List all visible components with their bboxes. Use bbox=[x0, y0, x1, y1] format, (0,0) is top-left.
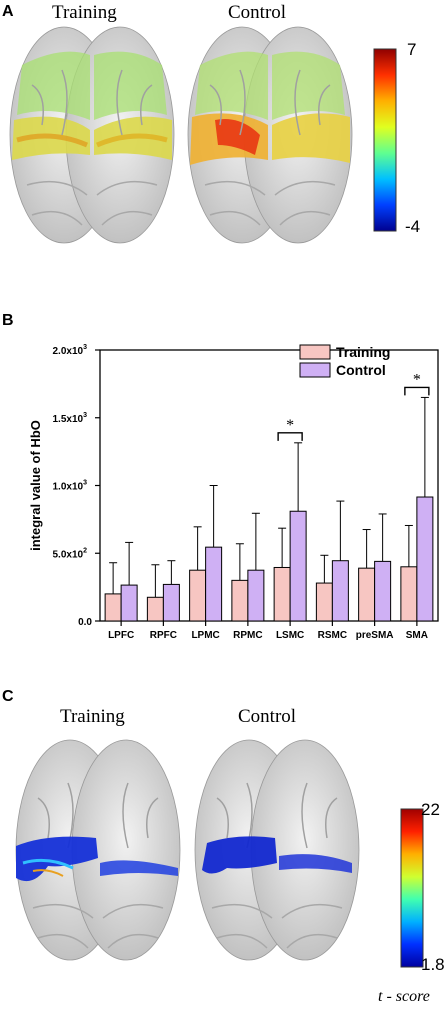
x-tick-label: preSMA bbox=[356, 630, 394, 641]
bar-control-lsmc bbox=[289, 510, 307, 622]
legend-label-training: Training bbox=[336, 344, 390, 360]
panel-c-brain-control bbox=[194, 739, 360, 961]
bar-training-rpfc bbox=[146, 596, 164, 622]
bar-training-sma bbox=[400, 566, 418, 622]
bar-training-rpmc bbox=[231, 579, 249, 622]
bar-control-rsmc bbox=[331, 560, 349, 622]
x-tick-label: RPMC bbox=[233, 630, 262, 641]
panel-b-label: B bbox=[2, 312, 14, 329]
panel-a-brain-control bbox=[187, 26, 353, 244]
y-tick-exponent: 2 bbox=[83, 547, 87, 554]
y-tick-exponent: 3 bbox=[83, 344, 87, 351]
panel-a-colorbar-max: 7 bbox=[407, 40, 417, 59]
panel-c-brain-training bbox=[15, 739, 181, 961]
x-tick-label: LSMC bbox=[276, 630, 304, 641]
bar-training-lsmc bbox=[273, 566, 291, 622]
legend-swatch-training bbox=[299, 344, 331, 360]
panel-c-title-control: Control bbox=[238, 706, 297, 727]
x-tick-label: LPMC bbox=[191, 630, 219, 641]
y-axis-label: integral value of HbO bbox=[28, 420, 43, 551]
panel-a-label: A bbox=[2, 3, 14, 20]
x-tick-label: RSMC bbox=[318, 630, 347, 641]
y-tick-exponent: 3 bbox=[83, 412, 87, 419]
y-tick-label: 1.5x103 bbox=[53, 412, 88, 425]
x-tick-label: RPFC bbox=[150, 630, 177, 641]
y-tick-exponent: 3 bbox=[83, 480, 87, 487]
panel-c-colorbar-unit: t - score bbox=[378, 988, 430, 1005]
panel-a-title-training: Training bbox=[52, 2, 117, 23]
bar-control-lpfc bbox=[120, 584, 138, 622]
panel-c-colorbar bbox=[400, 808, 424, 968]
panel-a-colorbar-min: -4 bbox=[405, 217, 421, 236]
legend-swatch-control bbox=[299, 362, 331, 378]
bar-control-rpfc bbox=[162, 583, 180, 622]
bar-training-presma bbox=[358, 567, 376, 622]
significance-star: * bbox=[413, 371, 421, 388]
y-tick-label: 0.0 bbox=[78, 617, 92, 628]
bar-training-lpfc bbox=[104, 593, 122, 622]
bar-control-rpmc bbox=[247, 569, 265, 622]
y-tick-label: 2.0x103 bbox=[53, 344, 88, 357]
panel-a-colorbar bbox=[373, 48, 397, 232]
significance-bracket bbox=[277, 432, 303, 441]
x-tick-label: LPFC bbox=[108, 630, 134, 641]
y-tick-label: 1.0x103 bbox=[53, 480, 88, 493]
x-tick-label: SMA bbox=[406, 630, 428, 641]
bar-training-lpmc bbox=[189, 569, 207, 622]
panel-c-colorbar-max: 22 bbox=[421, 800, 440, 819]
panel-a-brain-training bbox=[9, 26, 175, 244]
bar-control-sma bbox=[416, 496, 434, 622]
panel-c-colorbar-min: 1.8 bbox=[421, 955, 445, 974]
panel-a-title-control: Control bbox=[228, 2, 287, 23]
bar-control-presma bbox=[374, 560, 392, 622]
panel-c-label: C bbox=[2, 688, 14, 705]
panel-c-title-training: Training bbox=[60, 706, 125, 727]
significance-star: * bbox=[286, 417, 294, 434]
bar-training-rsmc bbox=[315, 582, 333, 622]
legend-label-control: Control bbox=[336, 362, 386, 378]
bar-control-lpmc bbox=[205, 546, 223, 622]
panel-b-chart: 0.0 5.0x102 1.0x103 1.5x103 2.0x103 integral … bbox=[28, 344, 439, 641]
significance-bracket bbox=[404, 386, 430, 396]
y-tick-label: 5.0x102 bbox=[53, 547, 88, 560]
